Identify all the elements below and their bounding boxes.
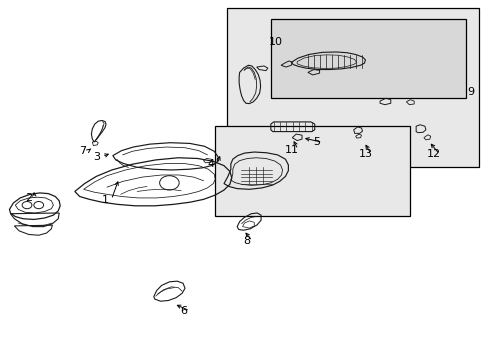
Text: 5: 5 bbox=[312, 138, 320, 147]
Bar bbox=[215, 126, 409, 216]
Text: 2: 2 bbox=[25, 193, 32, 203]
Text: 4: 4 bbox=[207, 159, 214, 169]
Text: 7: 7 bbox=[79, 145, 86, 156]
Text: 8: 8 bbox=[243, 236, 249, 246]
Text: 3: 3 bbox=[93, 152, 100, 162]
Bar bbox=[271, 19, 466, 98]
Text: 10: 10 bbox=[269, 37, 283, 47]
Bar bbox=[227, 8, 478, 167]
Text: 12: 12 bbox=[426, 149, 440, 159]
Text: 11: 11 bbox=[285, 144, 299, 154]
Text: 9: 9 bbox=[467, 87, 474, 97]
Text: 1: 1 bbox=[102, 195, 109, 205]
Text: 6: 6 bbox=[180, 306, 187, 316]
Text: 13: 13 bbox=[358, 149, 372, 159]
